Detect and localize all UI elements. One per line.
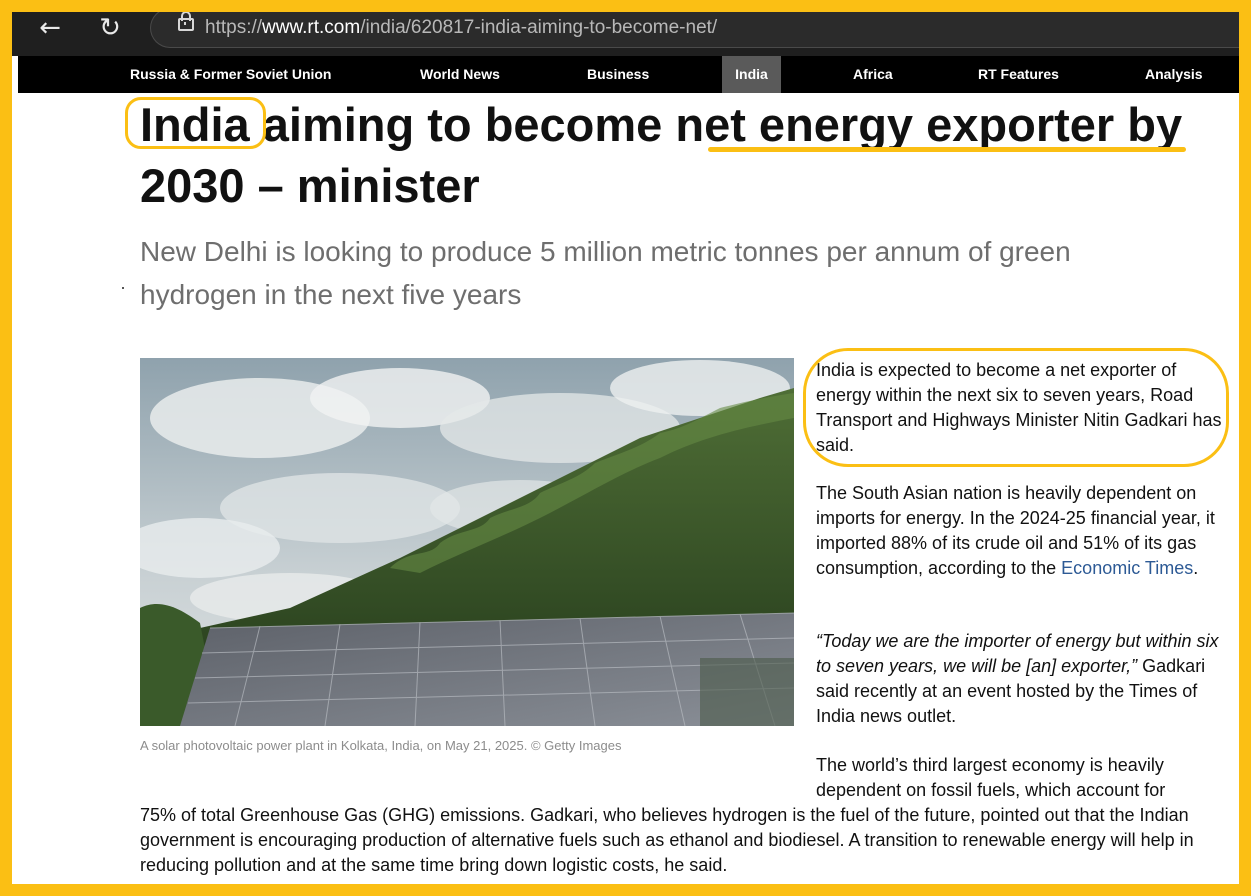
nav-item-africa[interactable]: Africa: [853, 66, 893, 82]
lock-icon[interactable]: [178, 11, 194, 31]
url-text[interactable]: https://www.rt.com/india/620817-india-ai…: [205, 17, 717, 39]
page-title: India aiming to become net energy export…: [140, 94, 1230, 216]
url-path: /india/620817-india-aiming-to-become-net…: [360, 17, 718, 38]
site-nav: Russia & Former Soviet Union World News …: [18, 56, 1239, 93]
nav-item-business[interactable]: Business: [587, 66, 650, 82]
url-prefix: https://: [205, 17, 263, 38]
back-icon[interactable]: ←: [39, 13, 61, 43]
headline-highlight: net energy exporter: [675, 98, 1115, 151]
paragraph-1: India is expected to become a net export…: [816, 360, 1222, 455]
stray-dot: [122, 287, 124, 289]
paragraph-4-start: The world’s third largest economy is hea…: [816, 755, 1166, 800]
reload-icon[interactable]: ↻: [99, 13, 121, 43]
article-image[interactable]: [140, 358, 794, 726]
paragraph-2: The South Asian nation is heavily depend…: [816, 481, 1236, 581]
annotation-circle-paragraph: [803, 348, 1229, 467]
nav-item-rt-features[interactable]: RT Features: [978, 66, 1059, 82]
paragraph-2-end: .: [1193, 558, 1199, 578]
headline-india: India: [140, 98, 250, 151]
headline-text-1: aiming to become: [249, 98, 676, 151]
solar-plant-image: [140, 358, 794, 726]
url-domain: www.rt.com: [262, 17, 361, 38]
economic-times-link[interactable]: Economic Times: [1061, 558, 1194, 578]
paragraph-3: “Today we are the importer of energy but…: [816, 629, 1236, 729]
address-bar[interactable]: [150, 8, 1240, 48]
paragraph-4-rest: 75% of total Greenhouse Gas (GHG) emissi…: [140, 805, 1194, 875]
annotation-underline: [708, 147, 1186, 152]
paragraph-3-text: Gadkari said recently at an event hosted…: [816, 656, 1206, 726]
subheadline: New Delhi is looking to produce 5 millio…: [140, 236, 1071, 310]
highlight-frame-top: [0, 0, 1251, 12]
image-caption: A solar photovoltaic power plant in Kolk…: [140, 738, 622, 753]
nav-item-russia[interactable]: Russia & Former Soviet Union: [130, 66, 332, 82]
gadkari-quote: “Today we are the importer of energy but…: [816, 631, 1219, 676]
nav-item-india[interactable]: India: [722, 56, 781, 93]
paragraph-2-text: The South Asian nation is heavily depend…: [816, 483, 1215, 578]
headline-text-2: by 2030 – minister: [140, 98, 1183, 212]
nav-item-analysis[interactable]: Analysis: [1145, 66, 1203, 82]
annotation-circle-india: [125, 97, 266, 149]
nav-item-world-news[interactable]: World News: [420, 66, 500, 82]
